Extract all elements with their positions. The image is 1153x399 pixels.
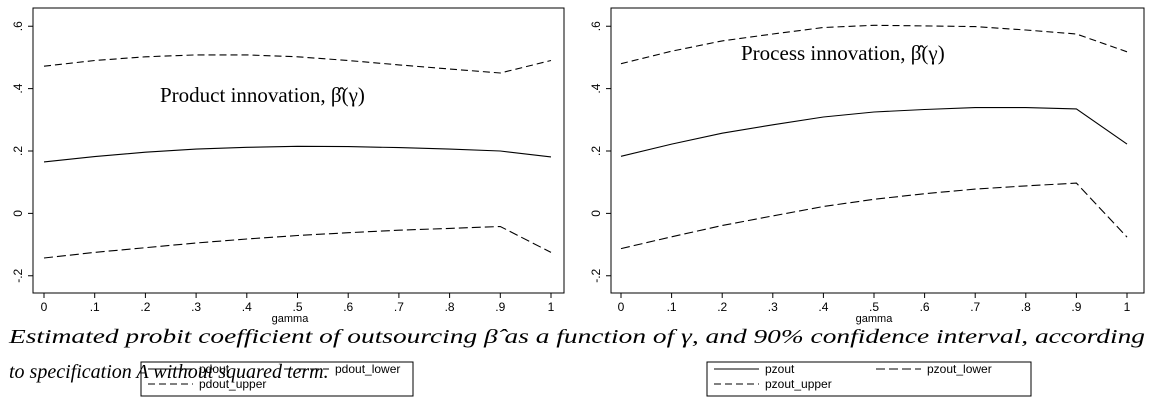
y-tick-label: 0 [11,210,25,217]
legend-label: pdout_lower [335,362,400,376]
chart-annotation: Product innovation, β̂(γ) [160,83,365,107]
legend: pdout pdout_lower pdout_upper [140,361,414,397]
series-line-pdout-lower [43,225,552,259]
x-tick-label: .1 [90,300,100,314]
x-axis-title: gamma [272,313,310,325]
x-tick-label: 0 [41,300,48,314]
chart-panel-product: 0 .1 .2 .3 .4 .5 .6 .7 .8 .9 1 -.2 0 .2 .4 .6 gamma Produ… [11,7,565,397]
series-line-pzout-lower [620,182,1128,250]
x-tick-label: .3 [191,300,201,314]
caption-line-2: to specification A without squared term. [9,361,329,383]
legend-label: pzout [765,362,795,376]
y-tick-label: .2 [589,146,603,156]
legend-label: pzout_upper [765,377,832,391]
series-line-pzout [620,107,1128,157]
x-tick-label: .8 [1021,300,1031,314]
legend-box [706,361,1032,397]
x-tick-label: .7 [394,300,404,314]
series-line-pdout [43,145,552,163]
x-tick-label: 0 [618,300,625,314]
x-tick-label: 1 [1124,300,1131,314]
chart-panel-process: 0 .1 .2 .3 .4 .5 .6 .7 .8 .9 1 -.2 0 .2 .4 .6 gamma Proce… [589,7,1145,397]
x-axis-title: gamma [856,313,894,325]
series-line-pzout-upper [620,24,1128,65]
legend-label: pdout_upper [199,377,266,391]
x-tick-label: .5 [869,300,879,314]
x-tick-label: .3 [768,300,778,314]
x-tick-label: .4 [818,300,828,314]
x-tick-label: .2 [717,300,727,314]
x-tick-label: .1 [667,300,677,314]
x-tick-label: .5 [292,300,302,314]
y-tick-label: -.2 [11,268,25,282]
x-tick-label: 1 [548,300,555,314]
x-tick-label: .6 [920,300,930,314]
chart-annotation: Process innovation, β̂(γ) [741,41,945,65]
y-tick-label: 0 [589,210,603,217]
legend-label: pzout_lower [927,362,992,376]
y-tick-label: .2 [11,146,25,156]
y-tick-label: .4 [11,83,25,93]
y-tick-label: .6 [11,21,25,31]
caption-line-1: Estimated probit coefficient of outsourc… [8,326,1145,348]
x-tick-label: .9 [495,300,505,314]
x-tick-label: .6 [343,300,353,314]
y-tick-label: -.2 [589,268,603,282]
legend: pzout pzout_lower pzout_upper [706,361,1032,397]
legend-box [140,361,414,397]
x-tick-label: .8 [445,300,455,314]
x-tick-label: .2 [140,300,150,314]
y-tick-label: .4 [589,83,603,93]
y-tick-label: .6 [589,21,603,31]
x-tick-label: .9 [1071,300,1081,314]
x-tick-label: .7 [970,300,980,314]
legend-label: pdout [199,362,230,376]
x-tick-label: .4 [242,300,252,314]
series-line-pdout-upper [43,54,552,74]
